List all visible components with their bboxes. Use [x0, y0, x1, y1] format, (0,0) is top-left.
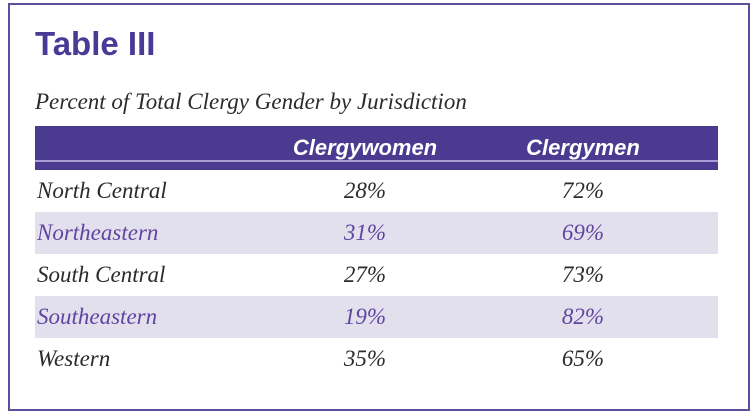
table-row-southeastern: Southeastern 19% 82% — [35, 296, 718, 338]
clergymen-value: 72% — [561, 178, 605, 203]
column-header-clergywomen: Clergywomen — [292, 135, 438, 160]
data-table: Clergywomen Clergymen North Central 28% … — [35, 126, 718, 380]
jurisdiction-label: South Central — [37, 262, 166, 287]
table-row-western: Western 35% 65% — [35, 338, 718, 380]
table-row-north-central: North Central 28% 72% — [35, 170, 718, 212]
table-subtitle: Percent of Total Clergy Gender by Jurisd… — [35, 89, 467, 114]
table-title: Table III — [35, 25, 156, 62]
clergymen-value: 73% — [561, 262, 605, 287]
clergywomen-value: 35% — [343, 346, 387, 371]
jurisdiction-label: Northeastern — [37, 220, 159, 245]
column-header-clergymen: Clergymen — [526, 135, 640, 160]
jurisdiction-label: Western — [37, 346, 111, 371]
jurisdiction-label: Southeastern — [37, 304, 158, 329]
clergymen-value: 65% — [561, 346, 605, 371]
table-header-row: Clergywomen Clergymen — [35, 126, 718, 170]
clergymen-value: 69% — [561, 220, 605, 245]
table-row-south-central: South Central 27% 73% — [35, 254, 718, 296]
table-card: Table III Percent of Total Clergy Gender… — [8, 3, 750, 411]
jurisdiction-label: North Central — [37, 178, 167, 203]
clergywomen-value: 28% — [343, 178, 387, 203]
clergywomen-value: 31% — [343, 220, 387, 245]
clergywomen-value: 19% — [343, 304, 387, 329]
clergymen-value: 82% — [561, 304, 605, 329]
table-row-northeastern: Northeastern 31% 69% — [35, 212, 718, 254]
clergywomen-value: 27% — [343, 262, 387, 287]
header-divider-line — [35, 160, 718, 162]
